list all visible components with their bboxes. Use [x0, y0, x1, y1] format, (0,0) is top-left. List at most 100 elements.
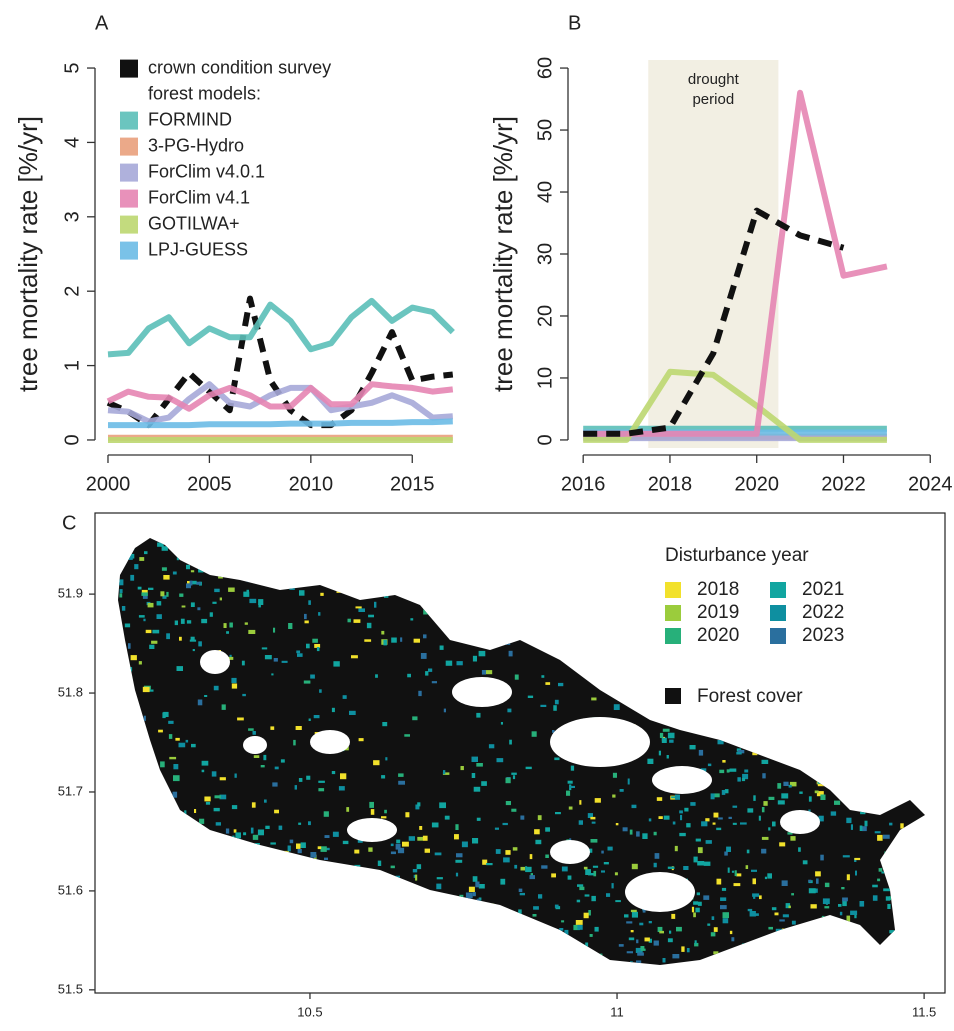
disturbance-patch: [813, 693, 816, 698]
disturbance-patch: [404, 734, 410, 737]
disturbance-patch: [792, 577, 795, 581]
disturbance-patch: [451, 899, 455, 902]
disturbance-patch: [659, 751, 661, 756]
disturbance-patch: [398, 848, 404, 853]
disturbance-patch: [409, 836, 415, 841]
disturbance-patch: [920, 846, 924, 849]
disturbance-patch: [601, 851, 604, 854]
disturbance-patch: [703, 895, 709, 900]
disturbance-patch: [378, 861, 381, 866]
disturbance-patch: [270, 842, 276, 844]
disturbance-patch: [424, 944, 431, 949]
disturbance-patch: [354, 619, 361, 623]
disturbance-patch: [765, 941, 768, 946]
disturbance-patch: [473, 656, 477, 662]
disturbance-patch: [472, 556, 474, 560]
disturbance-patch: [660, 547, 663, 550]
disturbance-patch: [125, 891, 127, 893]
disturbance-patch: [472, 773, 476, 778]
disturbance-patch: [920, 787, 927, 790]
disturbance-patch: [836, 554, 839, 557]
disturbance-patch: [898, 843, 905, 849]
disturbance-patch: [432, 823, 439, 828]
disturbance-patch: [531, 554, 533, 557]
disturbance-patch: [346, 807, 349, 812]
disturbance-patch: [774, 713, 778, 716]
drought-shade: [648, 60, 778, 448]
disturbance-patch: [133, 881, 139, 885]
disturbance-patch: [904, 867, 909, 873]
disturbance-patch: [418, 564, 422, 569]
disturbance-patch: [553, 705, 557, 711]
disturbance-patch: [588, 873, 594, 875]
disturbance-patch: [929, 658, 932, 662]
disturbance-patch: [151, 641, 157, 644]
disturbance-patch: [580, 657, 585, 662]
disturbance-patch: [875, 831, 881, 833]
disturbance-patch: [220, 940, 227, 945]
disturbance-patch: [453, 621, 459, 625]
disturbance-patch: [522, 554, 525, 560]
disturbance-patch: [774, 956, 779, 961]
disturbance-patch: [592, 642, 599, 648]
disturbance-patch: [296, 726, 302, 730]
disturbance-patch: [125, 784, 127, 787]
disturbance-patch: [859, 756, 862, 758]
disturbance-patch: [245, 622, 248, 624]
legend-label: LPJ-GUESS: [148, 239, 248, 259]
disturbance-patch: [119, 593, 122, 597]
disturbance-patch: [730, 931, 732, 934]
disturbance-patch: [877, 679, 881, 683]
disturbance-patch: [668, 733, 675, 739]
disturbance-patch: [509, 740, 512, 745]
disturbance-patch: [235, 892, 240, 895]
disturbance-patch: [842, 543, 848, 548]
disturbance-patch: [816, 878, 819, 883]
disturbance-patch: [762, 619, 765, 624]
disturbance-patch: [768, 747, 773, 753]
disturbance-patch: [462, 842, 468, 848]
disturbance-patch: [258, 830, 264, 836]
disturbance-patch: [245, 940, 249, 946]
disturbance-patch: [390, 882, 393, 886]
disturbance-patch: [119, 829, 125, 834]
disturbance-patch: [866, 781, 872, 786]
disturbance-patch: [212, 911, 219, 914]
disturbance-patch: [277, 930, 279, 933]
disturbance-patch: [267, 549, 272, 553]
disturbance-patch: [495, 828, 499, 830]
disturbance-patch: [216, 938, 219, 943]
disturbance-patch: [190, 581, 193, 586]
disturbance-patch: [378, 908, 384, 911]
disturbance-patch: [258, 599, 263, 605]
disturbance-patch: [176, 958, 179, 960]
disturbance-patch: [162, 546, 168, 551]
disturbance-patch: [446, 661, 453, 666]
disturbance-patch: [521, 867, 526, 871]
disturbance-patch: [559, 597, 563, 600]
disturbance-patch: [478, 545, 483, 547]
disturbance-patch: [308, 600, 311, 605]
disturbance-patch: [926, 782, 931, 787]
disturbance-patch: [808, 748, 813, 754]
disturbance-patch: [214, 589, 220, 592]
disturbance-patch: [256, 944, 259, 946]
disturbance-patch: [655, 853, 660, 859]
disturbance-patch: [595, 927, 599, 932]
disturbance-patch: [468, 926, 470, 930]
disturbance-patch: [651, 640, 656, 645]
disturbance-patch: [800, 729, 802, 732]
disturbance-patch: [561, 937, 564, 939]
disturbance-patch: [393, 912, 396, 915]
disturbance-patch: [375, 674, 378, 678]
disturbance-patch: [684, 808, 688, 812]
disturbance-patch: [451, 609, 456, 614]
disturbance-patch: [258, 930, 264, 933]
disturbance-patch: [571, 766, 574, 771]
disturbance-patch: [921, 719, 928, 724]
disturbance-patch: [881, 660, 888, 664]
disturbance-patch: [877, 879, 880, 882]
disturbance-patch: [786, 597, 790, 600]
disturbance-patch: [545, 969, 550, 972]
disturbance-patch: [896, 607, 900, 610]
